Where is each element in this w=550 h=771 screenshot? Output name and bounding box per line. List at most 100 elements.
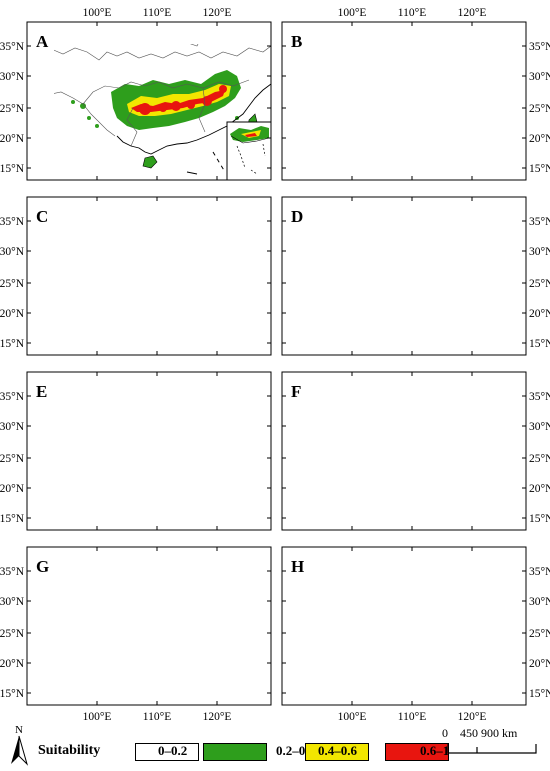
panel-label: F (291, 382, 301, 401)
suitability-patch (490, 641, 494, 645)
suitability-hotspot (188, 275, 196, 283)
lon-tick-label: 120°E (458, 711, 487, 723)
island-taiwan (248, 639, 257, 657)
admin-boundary (288, 396, 526, 410)
sea-boundary (213, 327, 225, 347)
suitability-patch (95, 124, 99, 128)
inset-mid (241, 480, 261, 488)
legend-label-2: 0.4–0.6 (318, 743, 357, 758)
lat-tick-label: 25°N (0, 628, 25, 640)
admin-boundary (454, 88, 460, 132)
inset-mainland (230, 476, 269, 492)
admin-boundary (338, 255, 504, 279)
suitability-hotspot (474, 437, 482, 445)
suitability-patch (342, 291, 346, 295)
admin-boundary (338, 605, 504, 629)
suitability-zone-low (366, 595, 496, 655)
coastline (117, 609, 271, 679)
island-hainan (398, 331, 412, 343)
inset-mainland (230, 651, 269, 667)
suitability-hotspot (426, 450, 436, 460)
panel-frame (26, 196, 272, 356)
suitability-patch (95, 474, 99, 478)
suitability-zone-high (131, 265, 225, 287)
south-china-sea-inset (482, 472, 526, 530)
suitability-hotspot (397, 104, 409, 116)
sea-boundary (468, 502, 480, 522)
lat-tick-label: 15°N (0, 688, 25, 700)
suitability-patch (335, 628, 341, 634)
suitability-patch (80, 628, 86, 634)
suitability-hotspot (429, 102, 439, 112)
panel-label: D (291, 207, 303, 226)
lat-tick-label: 35°N (0, 216, 25, 228)
suitability-hotspot (414, 453, 422, 461)
admin-boundary (342, 374, 432, 390)
lat-tick-label: 25°N (529, 278, 550, 290)
scale-unit: km (502, 726, 518, 740)
suitability-zone-mid (382, 84, 486, 116)
lat-tick-label: 20°N (529, 483, 550, 495)
north-arrow-icon: N (11, 724, 29, 766)
admin-boundary (27, 259, 115, 311)
suitability-patch (490, 116, 494, 120)
inset-high (500, 483, 512, 487)
suitability-hotspot (473, 260, 481, 268)
admin-boundary (83, 255, 249, 279)
suitability-hotspot (445, 99, 453, 107)
suitability-zone-mid (127, 609, 231, 641)
suitability-zone-mid (382, 434, 486, 466)
south-china-sea-inset (482, 297, 526, 355)
suitability-hotspot (156, 455, 164, 463)
suitability-hotspot (394, 455, 406, 467)
admin-boundary (342, 549, 432, 565)
south-china-sea-inset (226, 121, 272, 181)
scale-label-0: 0 (442, 726, 448, 740)
suitability-patch (326, 625, 330, 629)
suitability-patch (235, 466, 239, 470)
sea-boundary (442, 522, 452, 524)
inset-mid (496, 655, 516, 663)
suitability-zone-low (366, 420, 496, 480)
map-panel-f: F 35°N 30°N 25°N 20°N 15°N (281, 371, 550, 531)
suitability-zone-low (366, 70, 496, 130)
lon-tick-label: 120°E (203, 711, 232, 723)
lon-tick-label: 110°E (143, 711, 171, 723)
lon-tick-label: 120°E (203, 7, 232, 19)
suitability-zone-low (366, 245, 496, 305)
lat-tick-label: 30°N (529, 596, 550, 608)
sea-boundary (186, 171, 198, 175)
admin-boundary (177, 378, 203, 396)
inset-mid (241, 655, 261, 663)
admin-boundary (126, 107, 138, 147)
suitability-zone-mid (127, 259, 231, 291)
admin-boundary (127, 283, 137, 321)
suitability-hotspot (200, 621, 210, 631)
suitability-patch (95, 649, 99, 653)
suitability-patch (95, 299, 99, 303)
island-hainan (398, 156, 412, 168)
panel-label: H (291, 557, 304, 576)
admin-boundary (382, 458, 392, 496)
admin-boundary (54, 45, 272, 61)
suitability-patch (350, 649, 354, 653)
map-panel-d: D 35°N 30°N 25°N 20°N 15°N (281, 196, 550, 356)
lat-tick-label: 25°N (0, 278, 25, 290)
suitability-patch (350, 474, 354, 478)
lat-tick-label: 20°N (0, 658, 25, 670)
inset-high (245, 308, 257, 312)
suitability-hotspot (475, 611, 483, 619)
admin-boundary (199, 613, 205, 657)
lon-tick-label: 100°E (338, 7, 367, 19)
inset-high (500, 133, 512, 137)
admin-boundary (282, 84, 370, 136)
inset-mainland (485, 126, 524, 142)
suitability-zone-high (386, 265, 480, 287)
suitability-hotspot (458, 619, 468, 629)
admin-boundary (288, 221, 526, 235)
lat-tick-label: 25°N (529, 103, 550, 115)
sea-boundary (187, 347, 197, 349)
inset-high (500, 658, 512, 662)
suitability-hotspot (443, 624, 451, 632)
